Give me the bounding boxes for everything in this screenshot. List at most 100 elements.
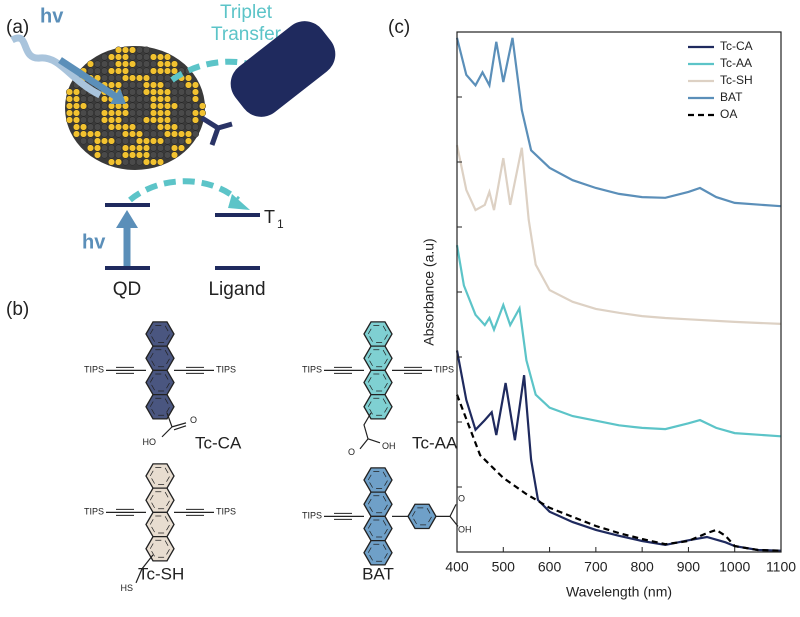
qd-atom [177,137,185,145]
tips-label: TIPS [216,507,236,517]
qd-atom [142,74,150,82]
qd-atom [86,67,94,75]
qd-atom [121,116,129,124]
qd-atom [163,116,171,124]
series-line [455,394,782,552]
qd-atom [156,95,164,103]
light-arrow [58,57,120,101]
qd-atom [93,116,101,124]
qd-atom [149,88,157,96]
qd-atom [142,158,150,166]
qd-atom [156,130,164,138]
qd-atom [65,102,73,110]
qd-atom [93,123,101,131]
ring [145,535,175,562]
qd-atom [184,88,192,96]
qd-atom [107,109,115,117]
bond [161,412,187,438]
qd-atom [72,116,80,124]
qd-atom [128,88,136,96]
arrow-head [228,194,250,210]
qd-atom [121,67,129,75]
qd-atom [93,144,101,152]
qd-atom [135,109,143,117]
hv-label: hv [40,5,64,27]
qd-atom [135,95,143,103]
qd-atom [149,109,157,117]
qd-atom [100,60,108,68]
qd-atom [114,130,122,138]
qd-atom [128,123,136,131]
qd-atom [198,109,206,117]
qd-atom [135,74,143,82]
qd-atom [100,144,108,152]
qd-atom [128,137,136,145]
qd-atom [100,137,108,145]
qd-atom [135,137,143,145]
qd-atom [107,60,115,68]
qd-atom [149,53,157,61]
quantum-dot [65,46,206,170]
qd-atom [142,81,150,89]
qd-atom [86,95,94,103]
qd-atom [142,123,150,131]
qd-atom [142,151,150,159]
qd-atom [177,109,185,117]
qd-atom [163,88,171,96]
qd-atom [142,67,150,75]
qd-atom [107,123,115,131]
qd-atom [177,123,185,131]
qd-atom [149,137,157,145]
qd-atom [156,88,164,96]
qd-atom [170,88,178,96]
qd-atom [121,151,129,159]
qd-atom [163,81,171,89]
qd-atom [128,130,136,138]
ligand-anchor [200,115,233,146]
ligand-label: Ligand [208,279,265,300]
qd-atom [135,158,143,166]
qd-atom [156,151,164,159]
qd-atom [184,130,192,138]
qd-atom [121,109,129,117]
qd-atom [121,74,129,82]
qd-atom [177,130,185,138]
tips-label: TIPS [434,365,454,375]
qd-atom [121,53,129,61]
qd-atom [142,46,150,54]
qd-atom [170,102,178,110]
light-wave [10,34,102,99]
qd-atom [184,102,192,110]
qd-atom [184,123,192,131]
qd-atom [79,130,87,138]
qd-atom [170,60,178,68]
qd-atom [191,81,199,89]
qd-atom [142,60,150,68]
qd-atom [128,60,136,68]
qd-atom [170,81,178,89]
qd-atom [100,130,108,138]
qd-atom [114,123,122,131]
qd-atom [177,88,185,96]
atom-label: O [190,415,197,425]
legend-label: BAT [720,90,743,104]
qd-atom [163,95,171,103]
qd-atom [142,109,150,117]
qd-atom [107,130,115,138]
ring [363,539,393,566]
molecule-label: BAT [362,564,394,583]
qd-atom [191,123,199,131]
qd-atom [184,116,192,124]
qd-atom [135,46,143,54]
qd-atom [142,130,150,138]
x-tick-label: 1100 [766,559,796,575]
qd-atom [114,81,122,89]
tips-label: TIPS [84,507,104,517]
qd-atom [72,109,80,117]
qd-atom [177,116,185,124]
qd-atom [191,130,199,138]
qd-atom [79,95,87,103]
qd-atom [72,123,80,131]
tips-label: TIPS [84,365,104,375]
